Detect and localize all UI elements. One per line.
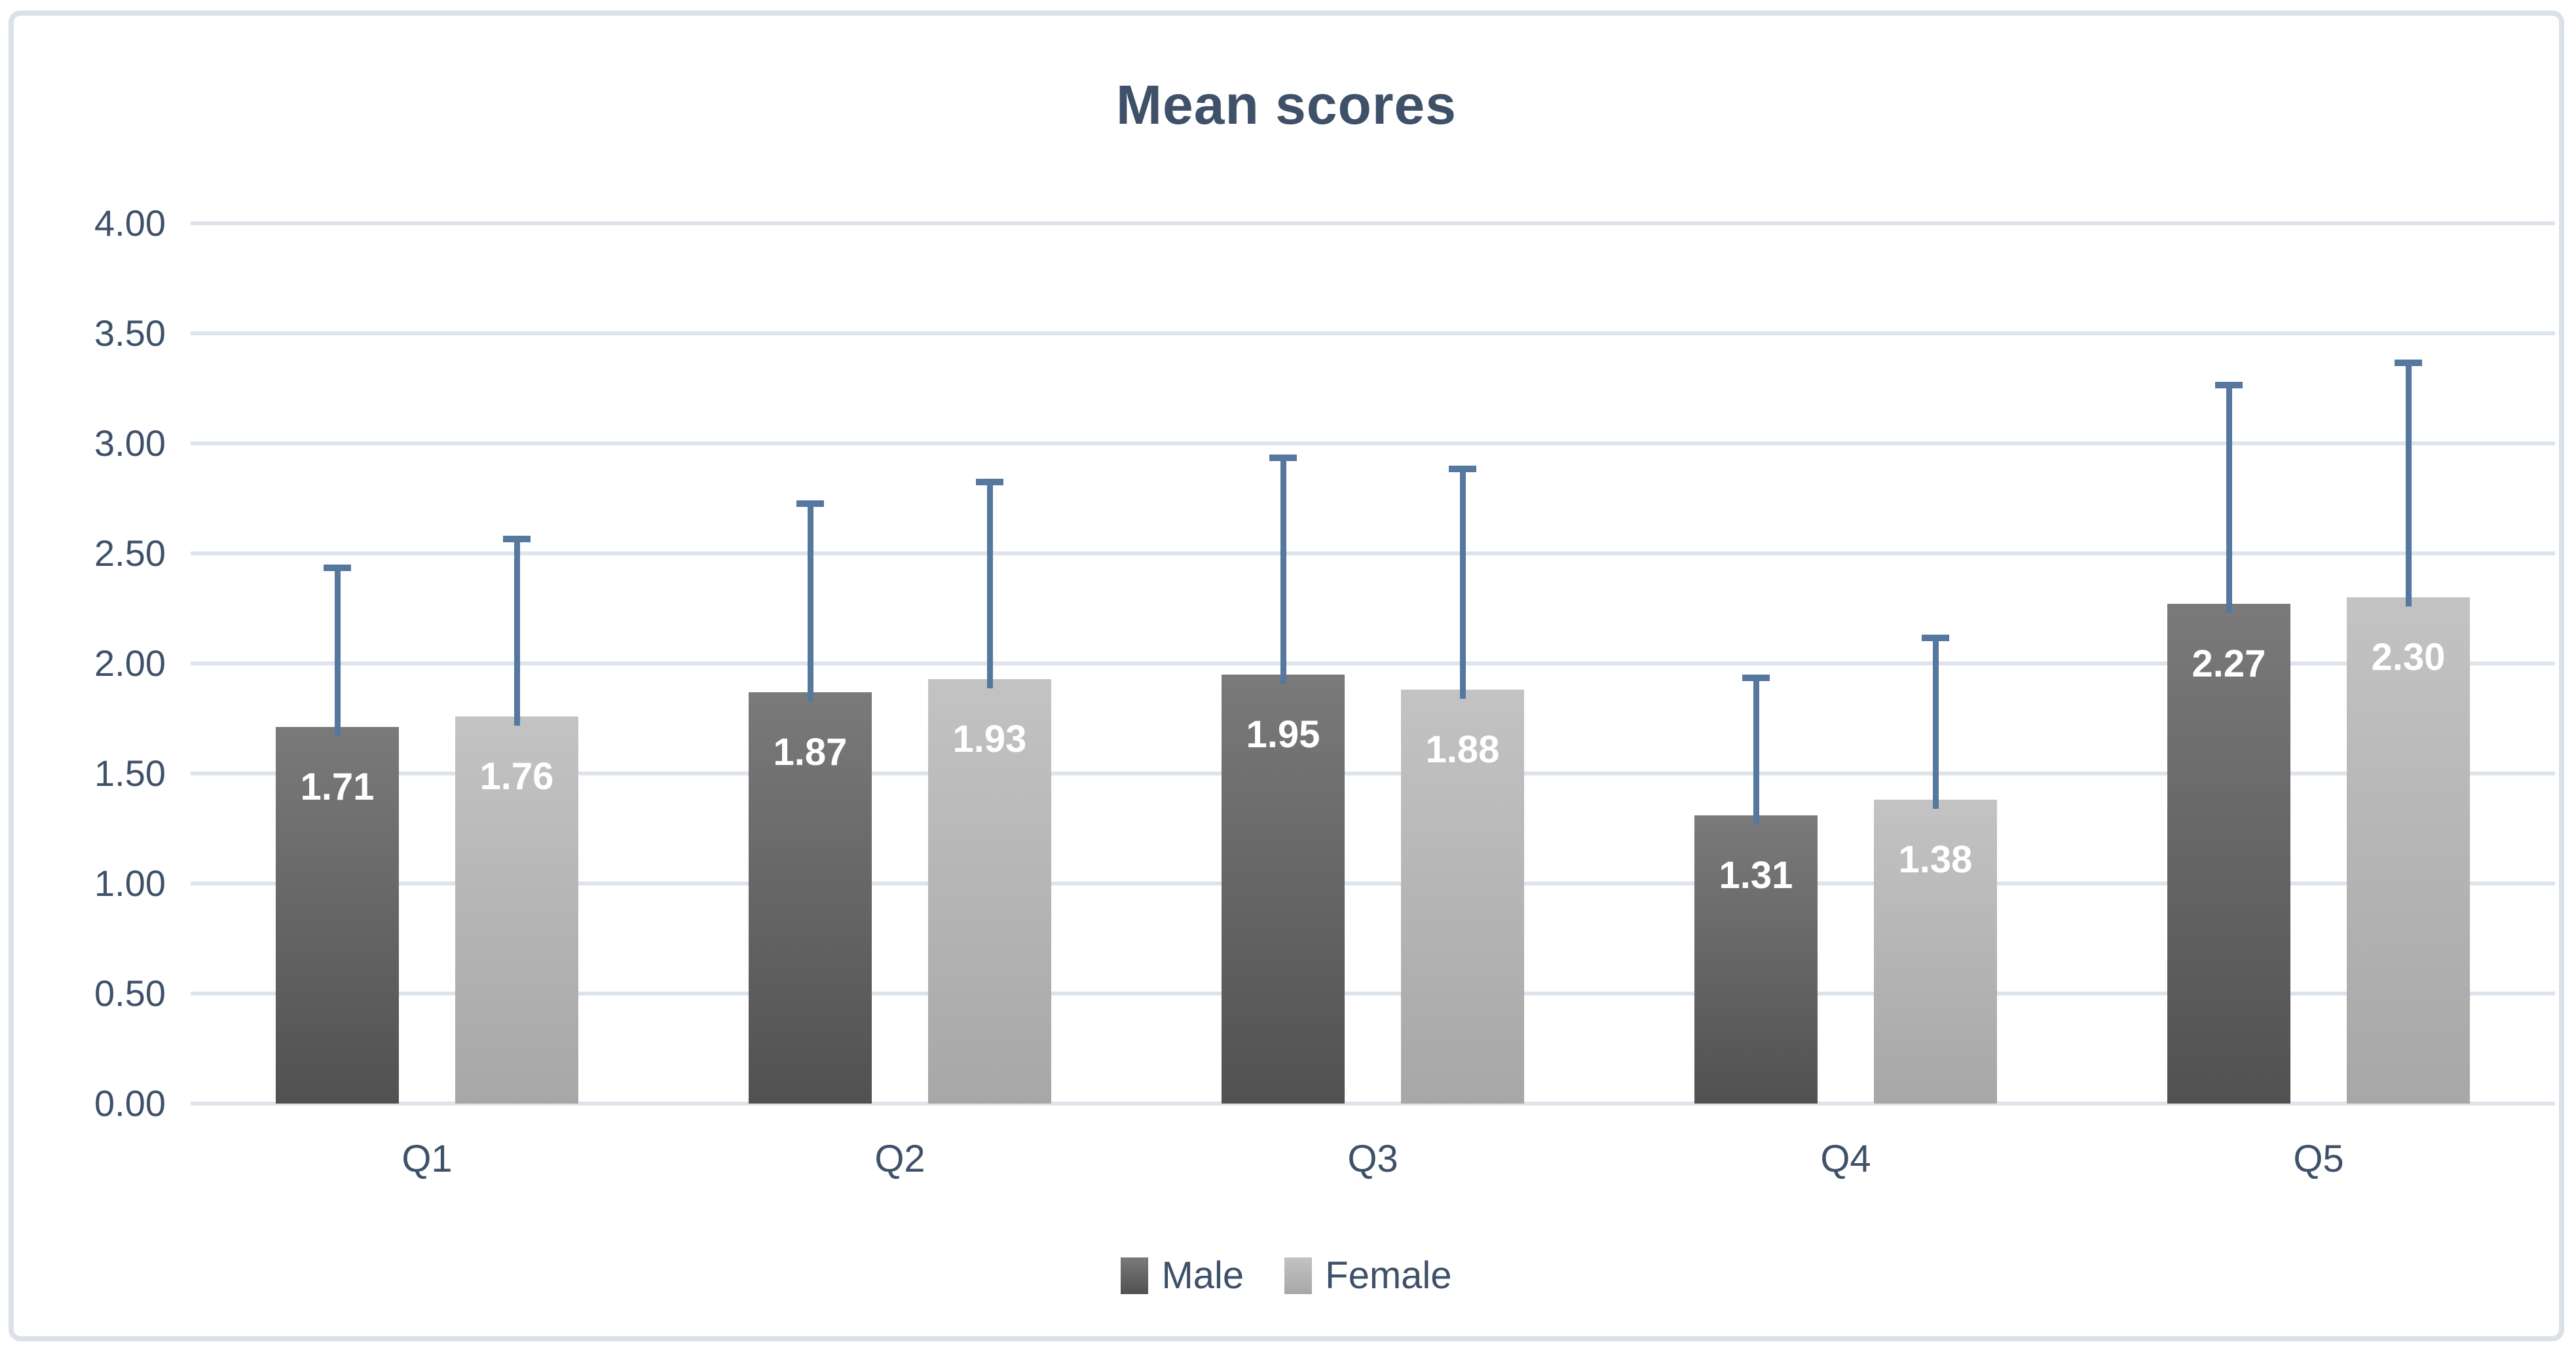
error-bar-cap-female-q4: [1922, 635, 1949, 642]
bar-male-q3: [1222, 674, 1345, 1104]
error-bar-line-female-q1: [513, 538, 520, 726]
error-bar-line-male-q2: [807, 503, 813, 701]
error-bar-cap-male-q4: [1742, 674, 1770, 681]
gridline-0.00: [191, 1102, 2555, 1106]
error-bar-cap-female-q3: [1449, 465, 1476, 472]
bar-female-q2: [928, 678, 1051, 1104]
gridline-2.50: [191, 551, 2555, 555]
y-axis-tick-1.50: 1.50: [94, 753, 166, 794]
bar-value-label-female-q1: 1.76: [479, 754, 554, 798]
x-axis-label-q5: Q5: [2293, 1138, 2344, 1180]
bar-value-label-male-q4: 1.31: [1719, 853, 1793, 897]
error-bar-line-female-q3: [1459, 468, 1466, 699]
y-axis-tick-4.00: 4.00: [94, 202, 166, 244]
error-bar-line-female-q2: [986, 481, 993, 688]
legend-label-female: Female: [1325, 1254, 1452, 1297]
gridline-3.00: [191, 441, 2555, 445]
legend-item-female: Female: [1284, 1254, 1452, 1297]
y-axis-tick-1.00: 1.00: [94, 863, 166, 904]
bar-male-q1: [276, 727, 399, 1104]
bar-male-q5: [2167, 604, 2290, 1104]
gridline-0.50: [191, 992, 2555, 995]
y-axis-tick-2.50: 2.50: [94, 532, 166, 574]
bar-female-q5: [2347, 597, 2470, 1104]
plot-area: 1.71 1.76 1.87 1.93 1.95 1.88 1.31 1.38 2.27 2.30: [191, 221, 2555, 1106]
error-bar-line-female-q5: [2405, 362, 2412, 607]
bar-female-q4: [1874, 800, 1997, 1104]
error-bar-line-male-q5: [2226, 384, 2232, 614]
legend-label-male: Male: [1161, 1254, 1244, 1297]
error-bar-cap-female-q1: [503, 536, 531, 543]
bar-chart: Mean scores 1.71 1.76 1.87 1.93 1.95 1.88 1.31…: [9, 10, 2564, 1341]
y-axis-tick-3.00: 3.00: [94, 422, 166, 464]
error-bar-cap-male-q5: [2215, 381, 2243, 388]
gridline-1.50: [191, 771, 2555, 775]
y-axis-tick-2.00: 2.00: [94, 642, 166, 684]
error-bar-cap-male-q1: [324, 564, 351, 571]
bar-male-q4: [1694, 815, 1818, 1104]
error-bar-cap-female-q5: [2395, 360, 2422, 367]
gridline-2.00: [191, 661, 2555, 665]
bar-value-label-male-q1: 1.71: [300, 766, 375, 809]
bar-value-label-female-q4: 1.38: [1898, 838, 1973, 882]
bar-value-label-male-q3: 1.95: [1246, 713, 1320, 756]
error-bar-line-female-q4: [1932, 637, 1939, 809]
bar-value-label-male-q2: 1.87: [773, 730, 848, 773]
female-series-swatch: [1284, 1257, 1313, 1294]
error-bar-cap-male-q2: [796, 500, 824, 508]
bar-male-q2: [749, 692, 872, 1104]
y-axis-tick-0.50: 0.50: [94, 973, 166, 1014]
y-axis-tick-0.00: 0.00: [94, 1083, 166, 1124]
bar-female-q3: [1401, 690, 1524, 1104]
legend-item-male: Male: [1121, 1254, 1244, 1297]
legend: Male Female: [14, 1254, 2559, 1297]
x-axis-label-q1: Q1: [401, 1138, 453, 1180]
bar-female-q1: [455, 716, 578, 1104]
error-bar-line-male-q4: [1753, 677, 1759, 825]
bar-value-label-female-q5: 2.30: [2371, 636, 2446, 679]
y-axis-tick-3.50: 3.50: [94, 312, 166, 354]
chart-title: Mean scores: [1116, 74, 1457, 136]
error-bar-cap-female-q2: [976, 478, 1003, 485]
gridline-3.50: [191, 331, 2555, 335]
x-axis-label-q2: Q2: [874, 1138, 925, 1180]
bar-value-label-male-q5: 2.27: [2192, 642, 2266, 686]
gridline-1.00: [191, 882, 2555, 885]
error-bar-line-male-q1: [334, 567, 341, 737]
bar-value-label-female-q3: 1.88: [1425, 728, 1500, 771]
error-bar-line-male-q3: [1280, 456, 1286, 684]
x-axis-label-q3: Q3: [1347, 1138, 1398, 1180]
error-bar-cap-male-q3: [1269, 454, 1297, 461]
bar-value-label-female-q2: 1.93: [952, 717, 1027, 760]
gridline-4.00: [191, 221, 2555, 225]
male-series-swatch: [1121, 1257, 1149, 1294]
x-axis-label-q4: Q4: [1820, 1138, 1871, 1180]
